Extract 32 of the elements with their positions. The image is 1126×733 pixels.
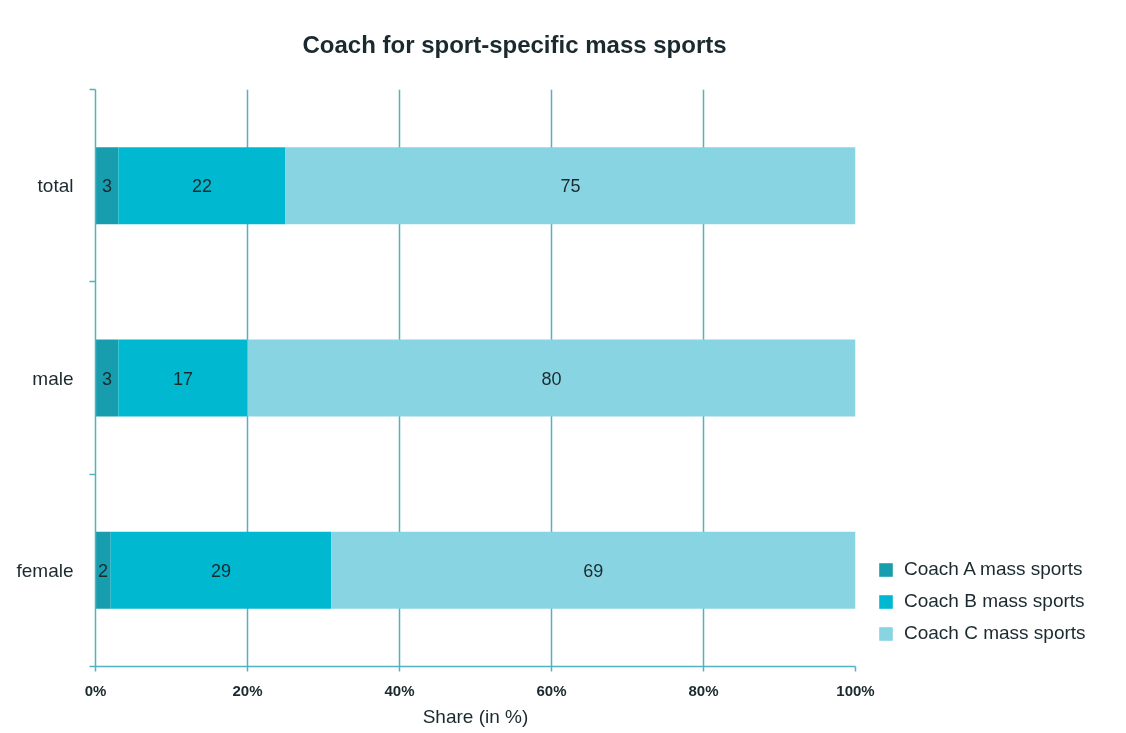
bar bbox=[118, 147, 286, 225]
legend-label: Coach A mass sports bbox=[904, 558, 1083, 580]
bar bbox=[95, 339, 119, 417]
x-tick-label: 40% bbox=[384, 681, 415, 699]
data-label: 80 bbox=[541, 368, 562, 389]
bar bbox=[331, 531, 856, 609]
bar bbox=[247, 339, 856, 417]
bar bbox=[285, 147, 856, 225]
y-tick-label: total bbox=[37, 175, 74, 197]
legend-label: Coach B mass sports bbox=[904, 590, 1085, 612]
data-label: 3 bbox=[101, 176, 112, 197]
x-axis-title: Share (in %) bbox=[422, 705, 529, 727]
chart-title: Coach for sport-specific mass sports bbox=[302, 30, 727, 58]
data-label: 22 bbox=[191, 176, 212, 197]
y-tick-label: male bbox=[32, 367, 74, 389]
x-tick-label: 20% bbox=[232, 681, 263, 699]
legend-label: Coach C mass sports bbox=[904, 622, 1086, 644]
x-tick-label: 100% bbox=[836, 681, 875, 699]
x-tick-label: 60% bbox=[536, 681, 567, 699]
data-label: 75 bbox=[560, 176, 581, 197]
data-label: 2 bbox=[98, 560, 109, 581]
x-tick-label: 0% bbox=[84, 681, 107, 699]
data-label: 3 bbox=[101, 368, 112, 389]
data-label: 17 bbox=[172, 368, 193, 389]
x-tick-label: 80% bbox=[688, 681, 719, 699]
bar bbox=[95, 531, 111, 609]
data-label: 69 bbox=[583, 560, 604, 581]
y-tick-label: female bbox=[16, 559, 74, 581]
data-label: 29 bbox=[210, 560, 231, 581]
bar bbox=[110, 531, 332, 609]
bar bbox=[95, 147, 119, 225]
bar bbox=[118, 339, 248, 417]
